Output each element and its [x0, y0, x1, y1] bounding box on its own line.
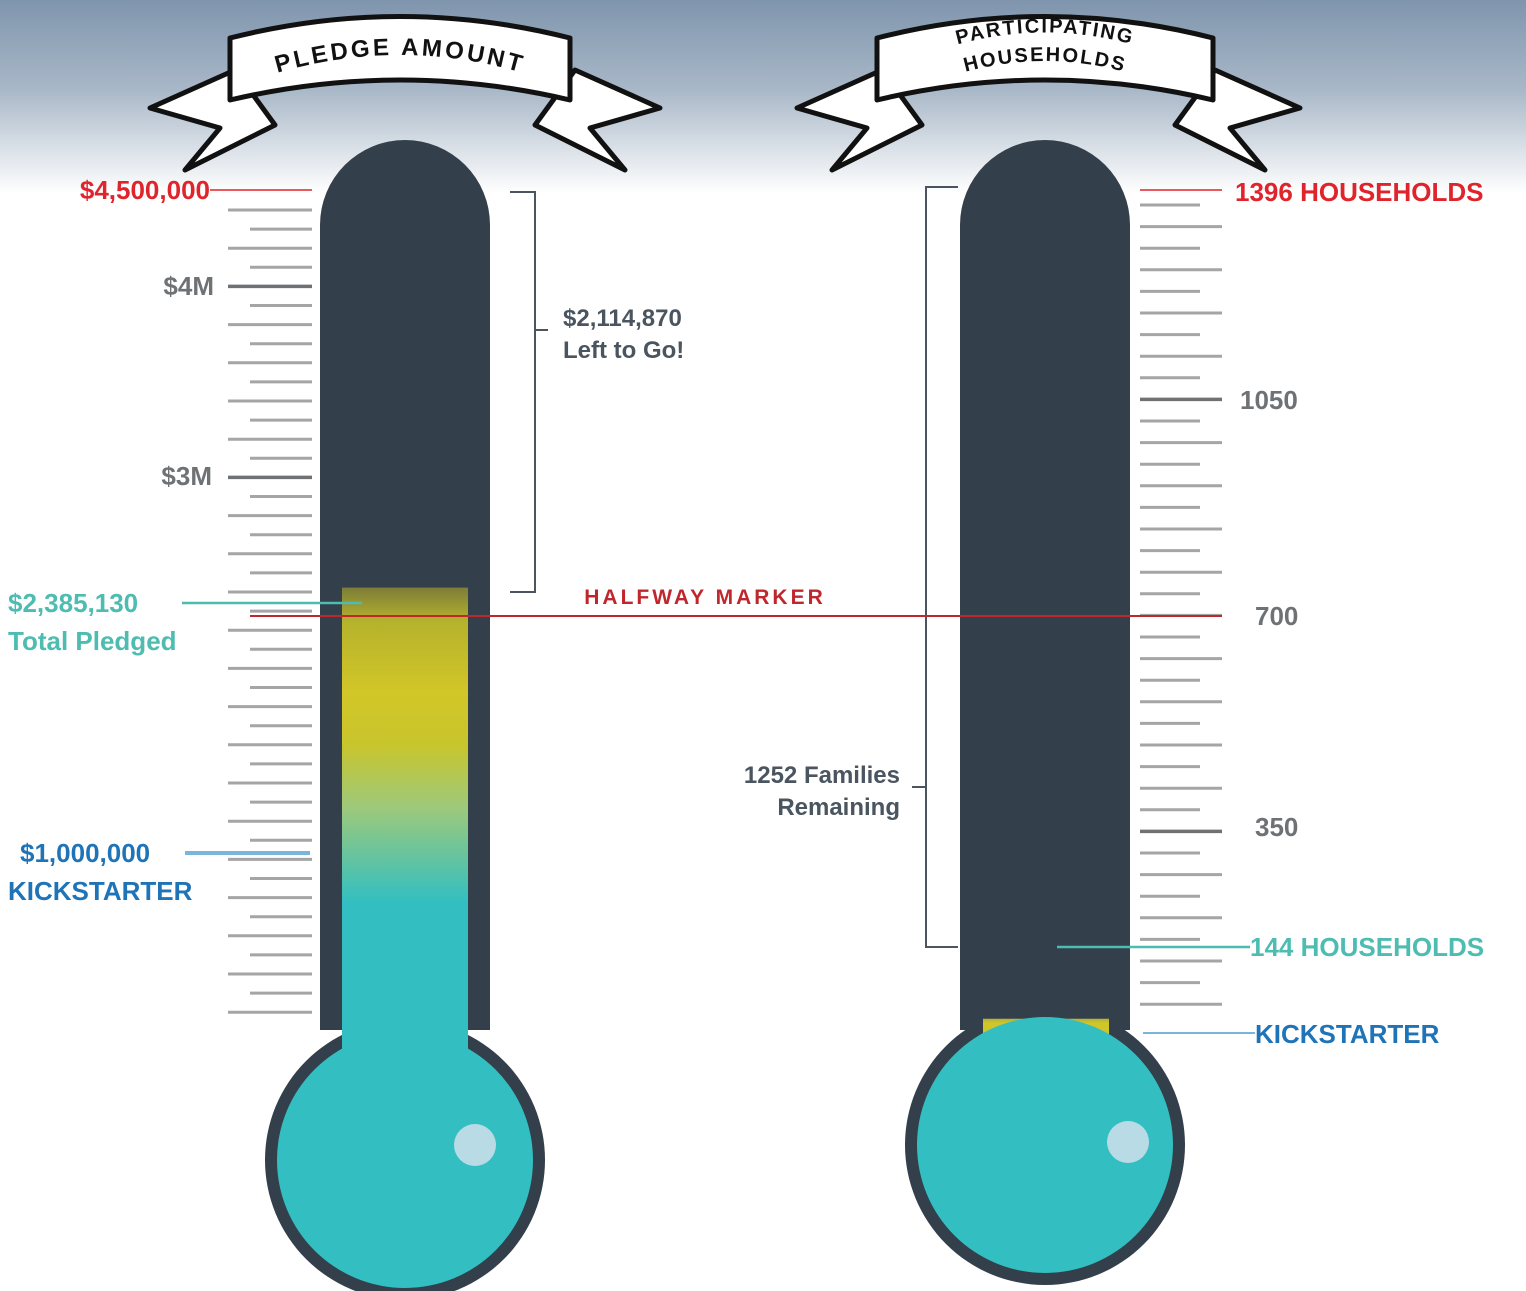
households-bulb: [917, 1017, 1173, 1273]
households-remaining-line1: 1252 Families: [744, 762, 900, 789]
pledge-bulb-highlight: [454, 1124, 496, 1166]
halfway-marker-label: HALFWAY MARKER: [584, 586, 826, 609]
pledge-current-caption: Total Pledged: [8, 626, 177, 656]
pledge-current-value: $2,385,130: [8, 588, 138, 618]
pledge-remaining-caption: Left to Go!: [563, 337, 684, 364]
households-banner: PARTICIPATING HOUSEHOLDS: [794, 14, 1303, 173]
households-goal-label: 1396 HOUSEHOLDS: [1235, 177, 1484, 207]
pledge-scale-ticks: [228, 208, 312, 1014]
pledge-remaining-bracket: [510, 191, 548, 593]
pledge-tick-label-4m: $4M: [163, 271, 214, 301]
pledge-tick-label-3m: $3M: [161, 461, 212, 491]
pledge-liquid-fill: [342, 587, 468, 1064]
pledge-kickstarter-caption: KICKSTARTER: [8, 876, 193, 906]
households-current-label: 144 HOUSEHOLDS: [1250, 932, 1484, 962]
pledge-bulb: [277, 1032, 533, 1288]
households-tick-label-350: 350: [1255, 812, 1298, 842]
households-bulb-highlight: [1107, 1121, 1149, 1163]
pledge-kickstarter-value: $1,000,000: [20, 838, 150, 868]
households-scale-ticks: [1140, 203, 1222, 1006]
pledge-goal-label: $4,500,000: [80, 175, 210, 205]
pledge-thermometer: PLEDGE AMOUNT $4,500,000 $4M $3M $2,385,…: [8, 14, 684, 1291]
households-remaining-bracket: [912, 186, 958, 948]
pledge-banner: PLEDGE AMOUNT: [147, 14, 663, 173]
households-thermometer: PARTICIPATING HOUSEHOLDS 1396 HOUSEHOLDS…: [744, 14, 1484, 1285]
households-tick-label-1050: 1050: [1240, 385, 1298, 415]
pledge-remaining-value: $2,114,870: [563, 305, 682, 332]
households-tick-label-700: 700: [1255, 601, 1298, 631]
households-kickstarter-label: KICKSTARTER: [1255, 1019, 1440, 1049]
households-remaining-line2: Remaining: [777, 794, 900, 821]
